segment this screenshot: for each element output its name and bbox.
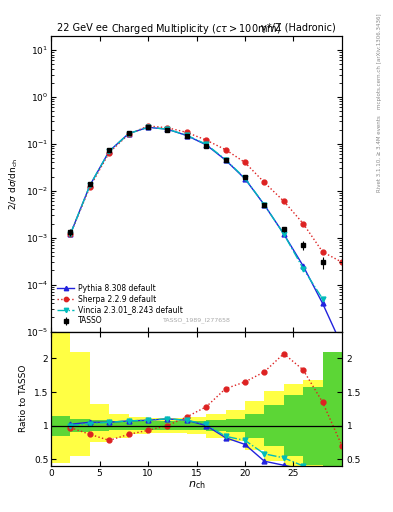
- Pythia 8.308 default: [301, 263, 305, 269]
- Text: 22 GeV ee: 22 GeV ee: [57, 23, 108, 33]
- Line: Sherpa 2.2.9 default: Sherpa 2.2.9 default: [68, 123, 344, 265]
- Sherpa 2.2.9 default: [146, 123, 151, 129]
- Text: TASSO_1989_I277658: TASSO_1989_I277658: [163, 317, 230, 323]
- Sherpa 2.2.9 default: [68, 231, 73, 237]
- Line: Pythia 8.308 default: Pythia 8.308 default: [68, 125, 344, 348]
- Vincia 2.3.01_8.243 default: [320, 295, 325, 302]
- Bar: [264, 391, 284, 461]
- Sherpa 2.2.9 default: [126, 131, 131, 137]
- Bar: [90, 404, 109, 442]
- Pythia 8.308 default: [165, 126, 170, 132]
- Sherpa 2.2.9 default: [320, 249, 325, 255]
- Text: Rivet 3.1.10, ≥ 3.4M events: Rivet 3.1.10, ≥ 3.4M events: [377, 115, 382, 192]
- Vincia 2.3.01_8.243 default: [204, 141, 209, 147]
- Pythia 8.308 default: [88, 182, 92, 188]
- Vincia 2.3.01_8.243 default: [165, 126, 170, 132]
- Y-axis label: 2/$\sigma$ d$\sigma$/dn$_\mathsf{ch}$: 2/$\sigma$ d$\sigma$/dn$_\mathsf{ch}$: [8, 158, 20, 210]
- Pythia 8.308 default: [146, 124, 151, 131]
- Text: mcplots.cern.ch [arXiv:1306.3436]: mcplots.cern.ch [arXiv:1306.3436]: [377, 14, 382, 109]
- Vincia 2.3.01_8.243 default: [107, 148, 112, 154]
- Bar: [109, 421, 129, 430]
- Bar: [129, 421, 148, 430]
- Bar: [323, 352, 342, 471]
- Bar: [226, 410, 245, 441]
- Bar: [303, 380, 323, 471]
- Bar: [245, 414, 264, 438]
- Y-axis label: Ratio to TASSO: Ratio to TASSO: [19, 365, 28, 433]
- Bar: [109, 414, 129, 438]
- Bar: [226, 419, 245, 432]
- Pythia 8.308 default: [68, 231, 73, 237]
- Pythia 8.308 default: [340, 343, 344, 349]
- Title: Charged Multiplicity ($c\tau > 100$mm): Charged Multiplicity ($c\tau > 100$mm): [111, 22, 282, 36]
- Sherpa 2.2.9 default: [281, 198, 286, 204]
- Bar: [206, 414, 226, 438]
- Bar: [323, 352, 342, 467]
- Pythia 8.308 default: [320, 300, 325, 306]
- Bar: [129, 417, 148, 434]
- Bar: [187, 421, 206, 430]
- Bar: [167, 421, 187, 430]
- Bar: [167, 418, 187, 433]
- Text: γ*/Z (Hadronic): γ*/Z (Hadronic): [261, 23, 336, 33]
- Sherpa 2.2.9 default: [204, 137, 209, 143]
- Bar: [51, 332, 70, 462]
- Vincia 2.3.01_8.243 default: [146, 124, 151, 131]
- Sherpa 2.2.9 default: [262, 179, 267, 185]
- Pythia 8.308 default: [184, 133, 189, 139]
- Bar: [70, 352, 90, 456]
- Bar: [90, 420, 109, 431]
- Bar: [284, 384, 303, 467]
- Vincia 2.3.01_8.243 default: [126, 131, 131, 137]
- Pythia 8.308 default: [126, 131, 131, 137]
- Sherpa 2.2.9 default: [301, 221, 305, 227]
- Vincia 2.3.01_8.243 default: [262, 202, 267, 208]
- Bar: [51, 416, 70, 436]
- Sherpa 2.2.9 default: [107, 150, 112, 156]
- Bar: [245, 401, 264, 451]
- Vincia 2.3.01_8.243 default: [184, 132, 189, 138]
- Bar: [284, 395, 303, 456]
- X-axis label: $n_\mathsf{ch}$: $n_\mathsf{ch}$: [187, 479, 206, 491]
- Line: Vincia 2.3.01_8.243 default: Vincia 2.3.01_8.243 default: [68, 125, 325, 301]
- Pythia 8.308 default: [204, 142, 209, 148]
- Bar: [148, 418, 167, 433]
- Vincia 2.3.01_8.243 default: [242, 175, 247, 181]
- Pythia 8.308 default: [223, 157, 228, 163]
- Pythia 8.308 default: [107, 148, 112, 154]
- Vincia 2.3.01_8.243 default: [281, 231, 286, 237]
- Bar: [303, 387, 323, 464]
- Sherpa 2.2.9 default: [184, 130, 189, 136]
- Vincia 2.3.01_8.243 default: [223, 157, 228, 163]
- Sherpa 2.2.9 default: [223, 146, 228, 153]
- Pythia 8.308 default: [281, 231, 286, 237]
- Bar: [148, 421, 167, 430]
- Sherpa 2.2.9 default: [242, 159, 247, 165]
- Bar: [264, 406, 284, 446]
- Bar: [206, 420, 226, 431]
- Sherpa 2.2.9 default: [88, 184, 92, 190]
- Bar: [70, 419, 90, 432]
- Vincia 2.3.01_8.243 default: [301, 265, 305, 271]
- Legend: Pythia 8.308 default, Sherpa 2.2.9 default, Vincia 2.3.01_8.243 default, TASSO: Pythia 8.308 default, Sherpa 2.2.9 defau…: [55, 282, 185, 328]
- Pythia 8.308 default: [262, 202, 267, 208]
- Vincia 2.3.01_8.243 default: [88, 182, 92, 188]
- Sherpa 2.2.9 default: [340, 259, 344, 265]
- Sherpa 2.2.9 default: [165, 125, 170, 131]
- Vincia 2.3.01_8.243 default: [68, 231, 73, 237]
- Pythia 8.308 default: [242, 176, 247, 182]
- Bar: [187, 417, 206, 434]
